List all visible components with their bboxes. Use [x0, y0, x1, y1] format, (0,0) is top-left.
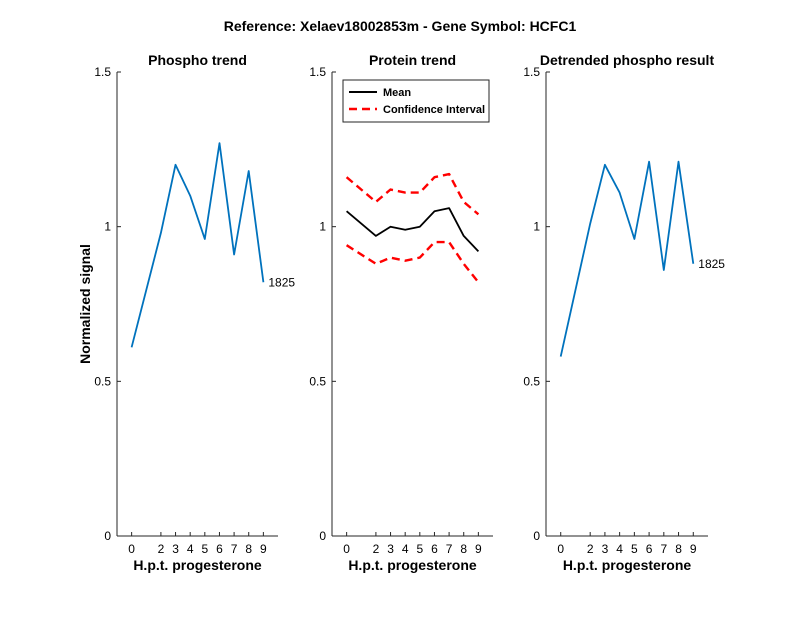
x-tick-label: 4	[616, 542, 623, 556]
x-tick-label: 7	[231, 542, 238, 556]
x-tick-label: 8	[675, 542, 682, 556]
y-tick-label: 0.5	[94, 374, 111, 388]
legend-entry: Mean	[383, 87, 411, 99]
x-tick-label: 5	[416, 542, 423, 556]
x-tick-label: 5	[631, 542, 638, 556]
y-tick-label: 1.5	[309, 65, 326, 79]
x-tick-label: 8	[460, 542, 467, 556]
x-tick-label: 0	[128, 542, 135, 556]
series-line	[559, 160, 695, 357]
panel-title: Phospho trend	[148, 52, 247, 68]
y-axis-label: Normalized signal	[77, 244, 93, 364]
x-tick-label: 0	[343, 542, 350, 556]
x-tick-label: 4	[402, 542, 409, 556]
x-tick-label: 3	[602, 542, 609, 556]
y-tick-label: 0.5	[309, 374, 326, 388]
x-tick-label: 5	[201, 542, 208, 556]
legend: Mean Confidence Interval	[342, 79, 490, 123]
panel-title: Detrended phospho result	[540, 52, 715, 68]
x-tick-label: 4	[187, 542, 194, 556]
y-tick-label: 0	[319, 529, 326, 543]
x-tick-label: 2	[158, 542, 165, 556]
x-tick-label: 9	[690, 542, 697, 556]
y-tick-label: 1	[533, 220, 540, 234]
panel-1: Phospho trend 0 0.5 1 1.5 0 2 3 4 5 6 7 8 9H.p.t. pro…	[94, 52, 295, 573]
legend-entry: Confidence Interval	[383, 104, 485, 116]
confidence-interval-line	[345, 240, 480, 284]
x-tick-label: 9	[475, 542, 482, 556]
x-tick-label: 8	[245, 542, 252, 556]
x-tick-label: 6	[431, 542, 438, 556]
y-tick-label: 0.5	[523, 374, 540, 388]
panel-3: Detrended phospho result 0 0.5 1 1.5 0 2 3 4 5 6 7 8…	[523, 52, 725, 573]
y-tick-label: 1	[319, 220, 326, 234]
x-axis-label: H.p.t. progesterone	[348, 557, 477, 573]
series-line	[130, 142, 265, 348]
series-end-label: 1825	[268, 275, 295, 289]
legend-box	[342, 79, 490, 123]
x-tick-label: 0	[557, 542, 564, 556]
y-tick-label: 1.5	[94, 65, 111, 79]
panel-2: Protein trend 0 0.5 1 1.5 0 2 3 4 5 6 7 8 9H.p.t. pro…	[309, 52, 493, 573]
y-tick-label: 1.5	[523, 65, 540, 79]
x-tick-label: 7	[660, 542, 667, 556]
x-tick-label: 2	[373, 542, 380, 556]
x-tick-label: 2	[587, 542, 594, 556]
x-tick-label: 3	[387, 542, 394, 556]
figure-suptitle: Reference: Xelaev18002853m - Gene Symbol…	[224, 18, 577, 34]
x-tick-label: 3	[172, 542, 179, 556]
y-tick-label: 1	[104, 220, 111, 234]
y-tick-label: 0	[104, 529, 111, 543]
x-tick-label: 6	[646, 542, 653, 556]
panel-title: Protein trend	[369, 52, 456, 68]
confidence-interval-line	[345, 172, 480, 216]
y-tick-label: 0	[533, 529, 540, 543]
series-end-label: 1825	[698, 257, 725, 271]
x-axis-label: H.p.t. progesterone	[133, 557, 262, 573]
x-tick-label: 6	[216, 542, 223, 556]
x-tick-label: 7	[446, 542, 453, 556]
mean-line	[346, 207, 480, 253]
x-axis-label: H.p.t. progesterone	[563, 557, 692, 573]
x-tick-label: 9	[260, 542, 267, 556]
